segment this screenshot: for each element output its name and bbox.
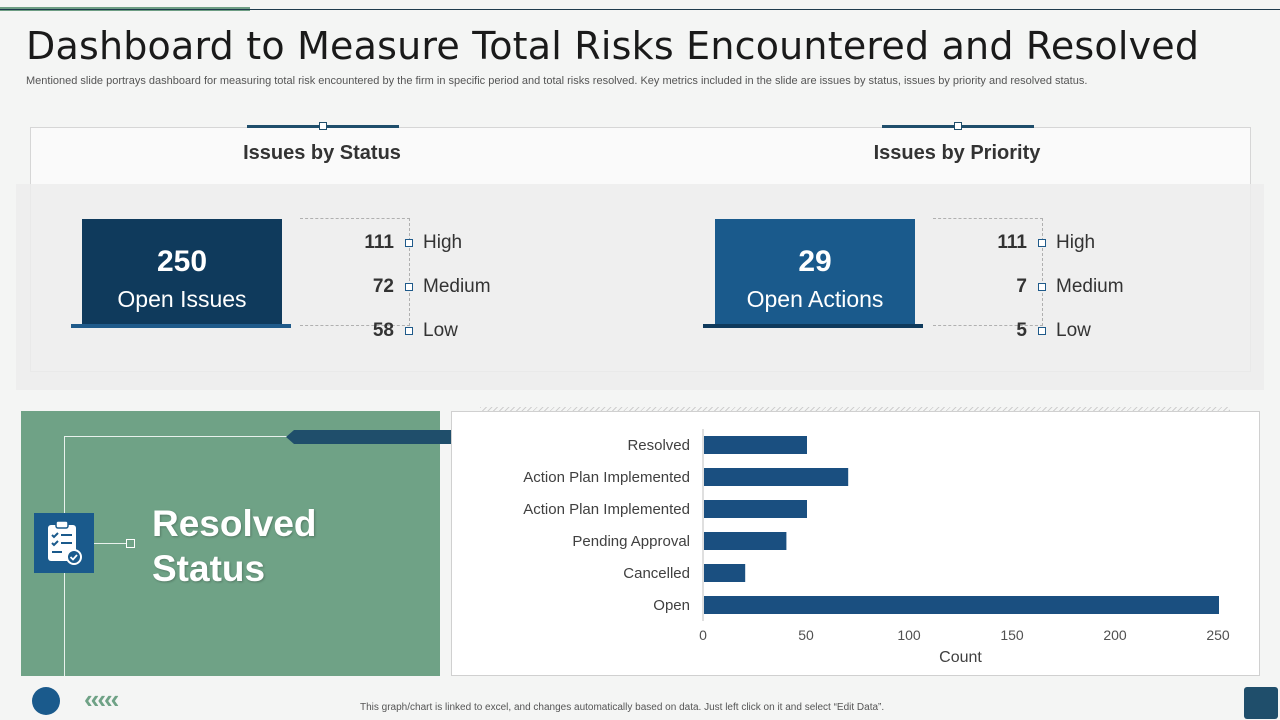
x-axis-label: Count bbox=[939, 649, 982, 666]
top-divider bbox=[0, 9, 1280, 10]
clipboard-check-icon bbox=[34, 513, 94, 573]
footer-circle bbox=[32, 687, 60, 715]
status-high-row: 111 High bbox=[334, 231, 462, 255]
status-low-value: 58 bbox=[372, 320, 394, 341]
priority-high-marker bbox=[1038, 239, 1046, 247]
priority-low-label: Low bbox=[1056, 320, 1091, 341]
bar bbox=[704, 500, 807, 518]
bar bbox=[704, 532, 787, 550]
connector-node bbox=[94, 543, 126, 544]
x-tick-label: 250 bbox=[1206, 627, 1230, 643]
category-label: Pending Approval bbox=[572, 533, 690, 550]
status-high-label: High bbox=[423, 232, 463, 253]
corner-nav-button[interactable] bbox=[1244, 687, 1278, 719]
resolved-status-chart[interactable]: Resolved Action Plan Implemented Action Pl… bbox=[451, 411, 1260, 676]
status-medium-value: 72 bbox=[372, 276, 394, 297]
open-issues-card: 250 Open Issues bbox=[82, 219, 282, 325]
priority-high-label: High bbox=[1056, 232, 1096, 253]
x-tick-label: 0 bbox=[699, 627, 707, 643]
status-high-marker bbox=[405, 239, 413, 247]
bar bbox=[704, 436, 807, 454]
page-subtitle: Mentioned slide portrays dashboard for m… bbox=[26, 75, 1088, 87]
issues-by-priority-title: Issues by Priority bbox=[873, 142, 1041, 164]
priority-bracket bbox=[933, 218, 1043, 326]
priority-medium-row: 7 Medium bbox=[967, 275, 1124, 299]
x-tick-label: 150 bbox=[1000, 627, 1024, 643]
category-label: Action Plan Implemented bbox=[523, 469, 690, 486]
open-actions-card: 29 Open Actions bbox=[715, 219, 915, 325]
priority-low-marker bbox=[1038, 327, 1046, 335]
bar bbox=[704, 468, 849, 486]
open-issues-label: Open Issues bbox=[117, 286, 247, 312]
connector-node-square bbox=[126, 539, 135, 548]
status-low-label: Low bbox=[423, 320, 458, 341]
bar bbox=[704, 564, 746, 582]
resolved-status-chart-card[interactable] bbox=[451, 411, 1260, 676]
category-label: Open bbox=[653, 597, 690, 614]
connector-top bbox=[64, 436, 294, 437]
category-label: Cancelled bbox=[623, 565, 690, 582]
open-actions-label: Open Actions bbox=[746, 286, 884, 312]
priority-medium-label: Medium bbox=[1056, 276, 1124, 297]
priority-medium-marker bbox=[1038, 283, 1046, 291]
priority-high-value: 111 bbox=[997, 232, 1027, 253]
status-low-row: 58 Low bbox=[334, 319, 458, 343]
status-medium-label: Medium bbox=[423, 276, 491, 297]
category-label: Action Plan Implemented bbox=[523, 501, 690, 518]
category-label: Resolved bbox=[627, 437, 690, 454]
x-tick-label: 200 bbox=[1103, 627, 1127, 643]
footer-note: This graph/chart is linked to excel, and… bbox=[360, 702, 885, 713]
open-issues-base bbox=[71, 324, 291, 328]
priority-low-row: 5 Low bbox=[967, 319, 1091, 343]
resolved-title-line1: Resolved bbox=[152, 503, 317, 544]
resolved-title-line2: Status bbox=[152, 548, 266, 589]
resolved-status-title: Resolved Status bbox=[152, 501, 317, 591]
page-title: Dashboard to Measure Total Risks Encount… bbox=[26, 24, 1200, 68]
status-medium-row: 72 Medium bbox=[334, 275, 491, 299]
arrow-pointer bbox=[286, 430, 461, 444]
open-actions-base bbox=[703, 324, 923, 328]
chevrons-left-icon[interactable]: ‹‹‹‹‹ bbox=[84, 684, 119, 714]
priority-high-row: 111 High bbox=[967, 231, 1095, 255]
issues-by-status-title: Issues by Status bbox=[243, 142, 401, 164]
x-tick-label: 50 bbox=[798, 627, 814, 643]
priority-medium-value: 7 bbox=[1016, 276, 1027, 297]
priority-title-ornament bbox=[882, 122, 1034, 130]
x-tick-label: 100 bbox=[897, 627, 921, 643]
status-low-marker bbox=[405, 327, 413, 335]
status-title-ornament bbox=[247, 122, 399, 130]
bar bbox=[704, 596, 1219, 614]
status-high-value: 111 bbox=[364, 232, 394, 253]
open-issues-value: 250 bbox=[156, 245, 208, 278]
status-medium-marker bbox=[405, 283, 413, 291]
open-actions-value: 29 bbox=[798, 245, 832, 278]
status-bracket bbox=[300, 218, 410, 326]
priority-low-value: 5 bbox=[1016, 320, 1027, 341]
